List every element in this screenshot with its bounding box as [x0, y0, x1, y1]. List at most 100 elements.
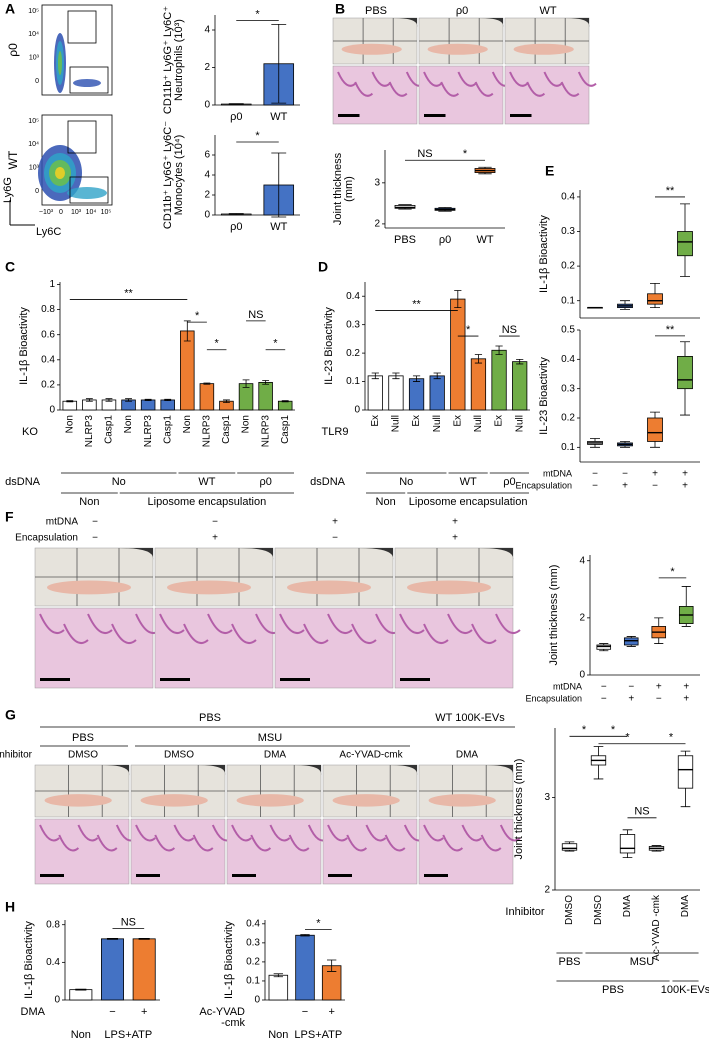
- row-name: dsDNA: [5, 476, 41, 488]
- x-tick-label: Non: [123, 415, 134, 433]
- y-axis-label: CD11b⁺ Ly6G⁺ Ly6C⁻: [162, 121, 174, 229]
- error-bar: [516, 358, 524, 365]
- error-bar: [412, 375, 421, 382]
- flow-y-tick: 10⁴: [28, 31, 39, 38]
- y-tick-label: 0.2: [246, 957, 260, 968]
- flow-row-label: ρ0: [6, 43, 20, 57]
- x-tick-label: NLRP3: [202, 415, 213, 448]
- error-bar: [203, 382, 211, 385]
- gate: [69, 176, 109, 204]
- flow-x-tick: 10³: [71, 209, 82, 216]
- photo-label: WT: [539, 5, 556, 17]
- photo-tissue: [279, 613, 305, 634]
- x-tick-label: Casp1: [280, 415, 291, 444]
- row-label: −: [622, 469, 628, 480]
- y-tick-label: 0.2: [346, 348, 360, 359]
- row-name: mtDNA: [543, 468, 572, 478]
- group-label: PBS: [602, 984, 624, 996]
- y-tick-label: 0.3: [561, 383, 575, 394]
- bar: [388, 375, 404, 411]
- bar: [429, 375, 445, 411]
- flow-y-tick: 10⁴: [28, 141, 39, 148]
- inhibitor-label: Ac-YVAD-cmk: [339, 750, 403, 761]
- photo-tissue: [58, 834, 80, 852]
- box: [677, 355, 693, 390]
- scale-bar: [232, 874, 256, 877]
- row-name: Encapsulation: [15, 533, 78, 544]
- photo-mouse: [359, 548, 394, 560]
- scale-bar: [40, 678, 70, 681]
- x-tick-label: Ex: [452, 415, 463, 427]
- x-tick-label: DMA: [622, 895, 633, 918]
- photo-foot: [140, 794, 208, 807]
- photo-tissue: [39, 613, 65, 634]
- photo-mouse: [393, 18, 418, 28]
- photo-tissue: [337, 71, 356, 87]
- x-tick-label: WT: [270, 221, 287, 233]
- significance-label: **: [666, 185, 675, 197]
- photo-tissue: [423, 71, 442, 87]
- bar: [491, 349, 507, 411]
- photo-histology: [34, 818, 130, 885]
- row-label: −: [656, 694, 662, 705]
- scale-bar: [280, 678, 310, 681]
- photo-label: ρ0: [456, 5, 468, 17]
- photo-tissue: [499, 824, 521, 842]
- bar: [101, 938, 124, 1001]
- row-label: +: [212, 533, 218, 544]
- error-bar: [371, 372, 379, 380]
- photo-tissue: [96, 834, 118, 852]
- panel-letter: C: [5, 259, 15, 275]
- flow-y-tick: 0: [35, 78, 39, 85]
- y-tick-label: 0.3: [246, 937, 260, 948]
- photo-tissue: [231, 824, 252, 842]
- y-tick-label: 0: [354, 405, 360, 416]
- y-tick-label: 0.2: [561, 413, 575, 424]
- row-label: −: [92, 517, 98, 528]
- flow-y-tick: 0: [35, 188, 39, 195]
- flow-density: [55, 167, 65, 179]
- photo-histology: [418, 818, 514, 885]
- flow-y-tick: 10⁵: [28, 8, 39, 15]
- inhibitor-label: DMA: [264, 750, 287, 761]
- y-tick-label: 0: [579, 670, 585, 681]
- significance-label: *: [195, 310, 200, 322]
- significance-label: NS: [121, 916, 136, 928]
- x-tick-label: Non: [182, 415, 193, 433]
- photo-tissue: [560, 81, 580, 97]
- photo-histology: [154, 607, 274, 689]
- x-tick-label: Casp1: [104, 415, 115, 444]
- photo-mouse: [119, 548, 154, 560]
- bar: [62, 400, 78, 411]
- y-tick-label: 0.4: [561, 192, 575, 203]
- row-name: mtDNA: [46, 517, 79, 528]
- y-axis-label: (mm): [343, 176, 355, 202]
- y-axis-label: IL-1β Bioactivity: [223, 921, 235, 999]
- photo-tissue: [495, 613, 521, 634]
- axis-arrow: [9, 200, 35, 226]
- y-tick-label: 0: [204, 100, 210, 111]
- flow-x-tick: 10⁵: [101, 209, 112, 216]
- error-bar: [392, 372, 400, 380]
- y-tick-label: 4: [579, 555, 585, 566]
- error-bar: [271, 23, 287, 104]
- y-tick-label: 4: [204, 25, 210, 36]
- photo-tissue: [87, 613, 113, 634]
- box: [561, 843, 578, 851]
- y-axis-label: IL-23 Bioactivity: [323, 307, 335, 385]
- flow-y-tick: 10⁵: [28, 118, 39, 125]
- row-name: -cmk: [221, 1017, 245, 1029]
- x-tick-label: NLRP3: [260, 415, 271, 448]
- y-tick-label: 0.3: [561, 226, 575, 237]
- significance-label: **: [666, 324, 675, 336]
- y-tick-label: 0.4: [41, 354, 55, 365]
- photo-tissue: [371, 71, 391, 87]
- flow-row-label: WT: [6, 150, 20, 169]
- inhibitor-label: DMSO: [68, 750, 98, 761]
- error-bar: [327, 959, 337, 972]
- y-axis-label: Joint thickness (mm): [513, 759, 525, 860]
- y-axis-label: Joint thickness (mm): [548, 565, 560, 666]
- panel-letter: G: [5, 707, 16, 723]
- group-label: Non: [268, 1029, 288, 1041]
- photo-tissue: [388, 81, 408, 97]
